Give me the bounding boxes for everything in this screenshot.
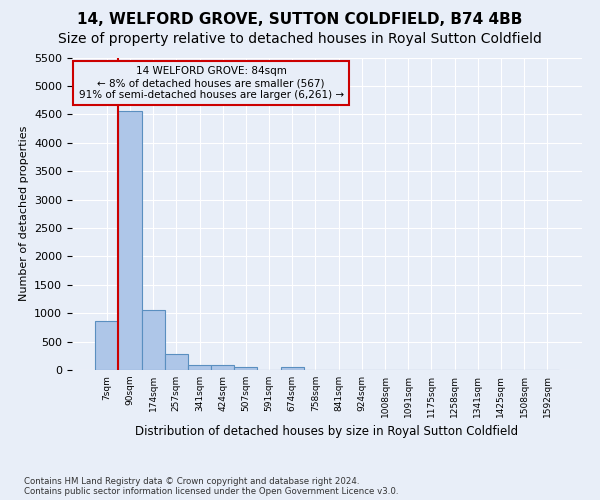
Bar (188, 365, 211, 370)
Bar (118, 111, 142, 370)
Text: 14, WELFORD GROVE, SUTTON COLDFIELD, B74 4BB: 14, WELFORD GROVE, SUTTON COLDFIELD, B74… (77, 12, 523, 28)
Bar (211, 366, 234, 370)
Bar (234, 367, 257, 370)
Bar (281, 367, 304, 370)
Bar (95, 320, 118, 370)
Text: Contains HM Land Registry data © Crown copyright and database right 2024.: Contains HM Land Registry data © Crown c… (24, 477, 359, 486)
Text: 14 WELFORD GROVE: 84sqm
← 8% of detached houses are smaller (567)
91% of semi-de: 14 WELFORD GROVE: 84sqm ← 8% of detached… (79, 66, 344, 100)
Bar (165, 354, 188, 370)
Bar (142, 310, 165, 370)
X-axis label: Distribution of detached houses by size in Royal Sutton Coldfield: Distribution of detached houses by size … (136, 426, 518, 438)
Text: Contains public sector information licensed under the Open Government Licence v3: Contains public sector information licen… (24, 487, 398, 496)
Y-axis label: Number of detached properties: Number of detached properties (19, 126, 29, 302)
Text: Size of property relative to detached houses in Royal Sutton Coldfield: Size of property relative to detached ho… (58, 32, 542, 46)
